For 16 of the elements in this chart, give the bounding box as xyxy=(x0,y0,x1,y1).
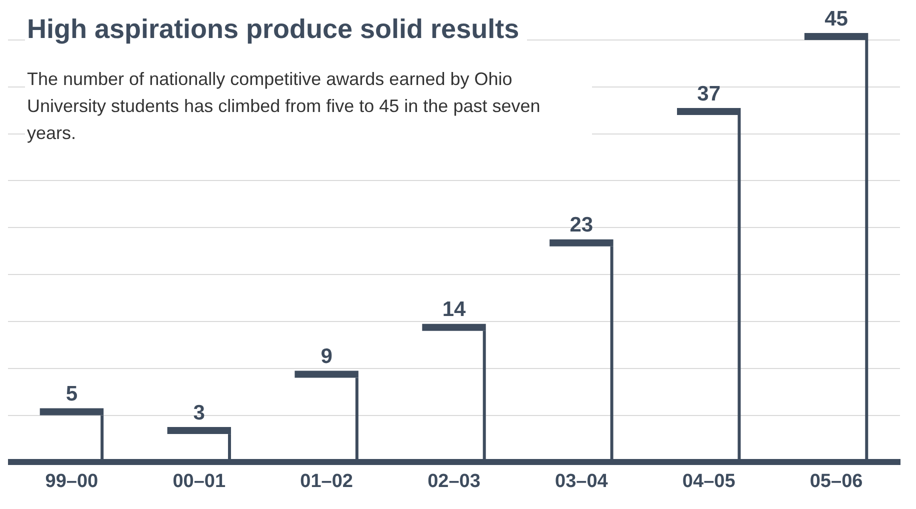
x-tick-label: 04–05 xyxy=(682,470,736,492)
x-tick-label: 02–03 xyxy=(428,470,480,492)
data-label: 45 xyxy=(824,7,848,30)
data-label: 5 xyxy=(66,382,78,406)
x-tick-label: 00–01 xyxy=(172,470,226,492)
data-label: 3 xyxy=(193,401,205,424)
x-tick-label: 05–06 xyxy=(810,470,863,492)
data-label: 37 xyxy=(697,82,721,106)
data-label: 14 xyxy=(442,298,466,322)
x-tick-label: 01–02 xyxy=(300,470,353,492)
data-label: 23 xyxy=(570,214,594,237)
text: The number of nationally competitive awards earned by Ohio University students has climbed from five to 45 in the past seven years. xyxy=(25,66,592,151)
x-tick-label: 99–00 xyxy=(45,470,98,492)
chart-title: High aspirations produce solid results xyxy=(25,14,528,45)
x-tick-label: 03–04 xyxy=(555,470,608,492)
data-label: 9 xyxy=(320,345,332,368)
